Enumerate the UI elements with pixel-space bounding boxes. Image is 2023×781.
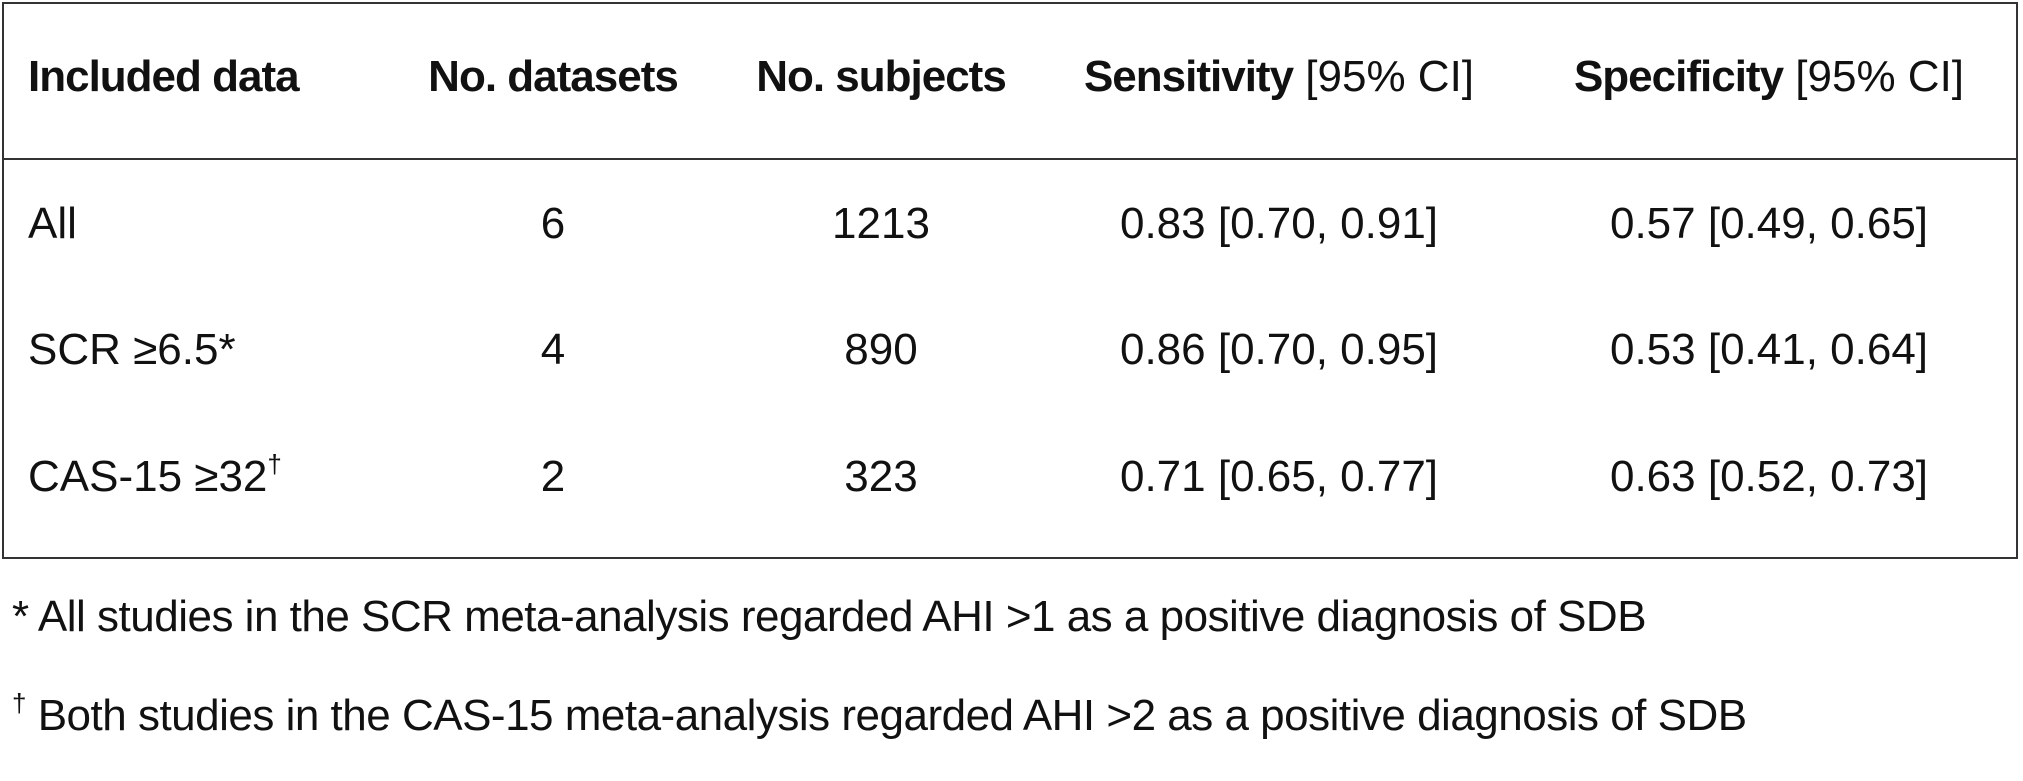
- cell-value: 323: [844, 452, 918, 501]
- header-cell: Included data: [28, 52, 300, 102]
- cell: 1213: [832, 199, 930, 249]
- cell-value: 0.83 [0.70, 0.91]: [1119, 199, 1439, 248]
- footnote: † Both studies in the CAS-15 meta-analys…: [12, 688, 1747, 741]
- cell-value: 0.86 [0.70, 0.95]: [1119, 325, 1439, 374]
- footnote-mark: *: [12, 592, 29, 641]
- cell-value: 1213: [832, 199, 930, 248]
- header-text: Sensitivity: [1083, 52, 1294, 101]
- row-label: SCR ≥6.5*: [28, 325, 236, 374]
- cell: CAS-15 ≥32†: [28, 449, 282, 502]
- cell: 890: [844, 325, 917, 375]
- header-text: No. subjects: [756, 52, 1007, 101]
- cell-value: 0.63 [0.52, 0.73]: [1609, 452, 1929, 501]
- cell: 0.83 [0.70, 0.91]: [1120, 199, 1438, 249]
- header-cell: No. datasets: [428, 52, 679, 102]
- cell: 2: [541, 452, 565, 502]
- header-text: No. datasets: [428, 52, 679, 101]
- header-text: Included data: [28, 52, 300, 101]
- table: Included data No. datasets No. subjects Sen…: [2, 2, 2018, 559]
- cell: 4: [541, 325, 565, 375]
- header-cell: Sensitivity [95% CI]: [1084, 52, 1474, 102]
- cell-value: 2: [540, 452, 566, 501]
- cell: 0.63 [0.52, 0.73]: [1610, 452, 1928, 502]
- cell: 0.71 [0.65, 0.77]: [1120, 452, 1438, 502]
- header-subtext: [95% CI]: [1795, 52, 1965, 101]
- header-text: Specificity: [1573, 52, 1784, 101]
- cell-value: 4: [540, 325, 566, 374]
- header-cell: Specificity [95% CI]: [1574, 52, 1964, 102]
- cell-value: 0.57 [0.49, 0.65]: [1609, 199, 1929, 248]
- cell-value: 0.71 [0.65, 0.77]: [1119, 452, 1439, 501]
- footnote-mark: †: [12, 688, 26, 718]
- footnote-text: Both studies in the CAS-15 meta-analysis…: [37, 691, 1747, 740]
- cell: 0.86 [0.70, 0.95]: [1120, 325, 1438, 375]
- cell-value: 6: [540, 199, 566, 248]
- cell: 6: [541, 199, 565, 249]
- row-label: CAS-15 ≥32: [28, 452, 268, 501]
- header-subtext: [95% CI]: [1305, 52, 1475, 101]
- cell: 323: [844, 452, 917, 502]
- cell: SCR ≥6.5*: [28, 325, 236, 375]
- cell: All: [28, 199, 77, 249]
- header-cell: No. subjects: [756, 52, 1007, 102]
- cell: 0.57 [0.49, 0.65]: [1610, 199, 1928, 249]
- footnote: * All studies in the SCR meta-analysis r…: [12, 592, 1647, 642]
- header-divider: [4, 158, 2016, 160]
- footnote-mark: †: [267, 449, 282, 479]
- cell: 0.53 [0.41, 0.64]: [1610, 325, 1928, 375]
- cell-value: 890: [844, 325, 918, 374]
- footnote-text: All studies in the SCR meta-analysis reg…: [37, 592, 1647, 641]
- row-label: All: [28, 199, 77, 248]
- cell-value: 0.53 [0.41, 0.64]: [1609, 325, 1929, 374]
